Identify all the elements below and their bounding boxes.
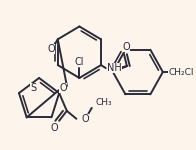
Text: S: S: [30, 83, 36, 93]
Text: O: O: [47, 44, 55, 54]
Text: Cl: Cl: [75, 57, 84, 67]
Text: O: O: [81, 114, 89, 124]
Text: NH: NH: [107, 63, 122, 73]
Text: CH₃: CH₃: [96, 98, 112, 107]
Text: CH₂Cl: CH₂Cl: [168, 68, 194, 76]
Text: O: O: [122, 42, 130, 52]
Text: O: O: [59, 83, 67, 93]
Text: O: O: [51, 123, 58, 133]
